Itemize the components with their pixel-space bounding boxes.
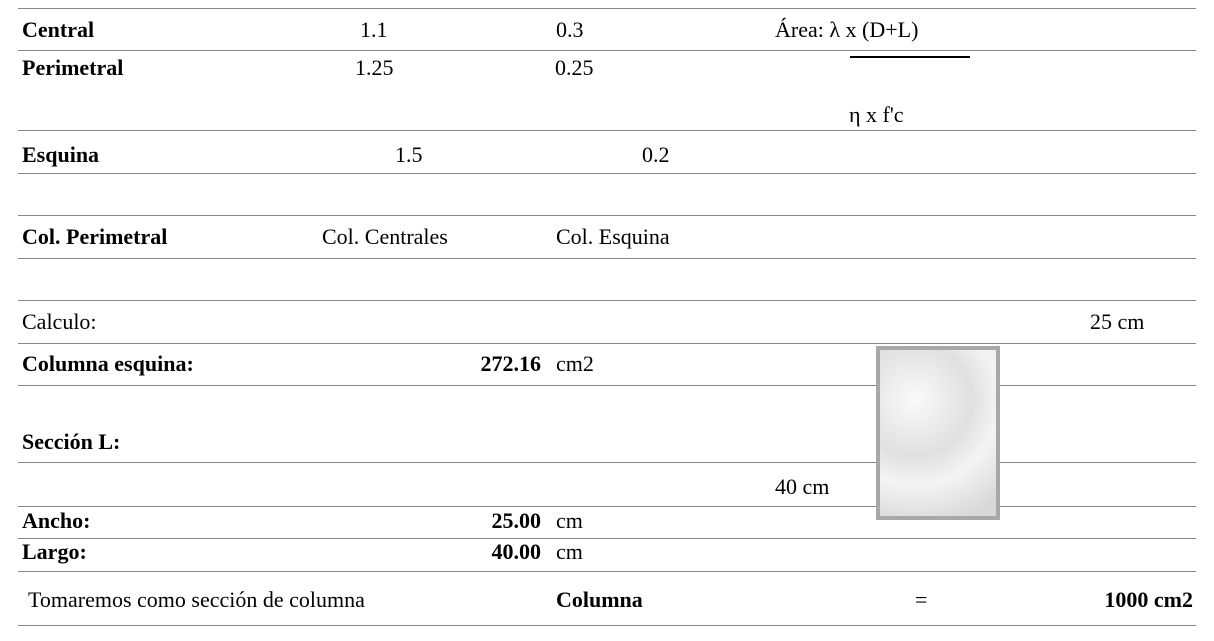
- cell: Col. Perimetral: [22, 224, 167, 250]
- cell: Esquina: [22, 142, 99, 168]
- cell: 0.3: [556, 17, 584, 43]
- cell: 1.25: [355, 55, 394, 81]
- cell: Perimetral: [22, 55, 123, 81]
- cell: cm2: [556, 351, 594, 377]
- row-line: [18, 173, 1196, 174]
- row-line: [18, 50, 1196, 51]
- cell: 1000 cm2: [1104, 587, 1193, 613]
- cell: Tomaremos como sección de columna: [28, 587, 365, 613]
- cell: η x f'c: [849, 102, 904, 128]
- cell: Área: λ x (D+L): [775, 17, 918, 43]
- cell: 40 cm: [775, 474, 829, 500]
- cell: cm: [556, 539, 583, 565]
- cell: =: [915, 587, 927, 613]
- cell: Columna: [556, 587, 643, 613]
- cell: 1.1: [360, 17, 388, 43]
- cell: Central: [22, 17, 94, 43]
- row-line: [18, 462, 1196, 463]
- cell: Largo:: [22, 539, 87, 565]
- row-line: [18, 215, 1196, 216]
- row-line: [18, 343, 1196, 344]
- row-line: [18, 385, 1196, 386]
- cell: Sección L:: [22, 429, 120, 455]
- cell: cm: [556, 508, 583, 534]
- cell: Ancho:: [22, 508, 90, 534]
- cell: Col. Centrales: [322, 224, 448, 250]
- cell: Col. Esquina: [556, 224, 670, 250]
- cell: 1.5: [395, 142, 423, 168]
- row-line: [18, 130, 1196, 131]
- row-line: [18, 571, 1196, 572]
- cell: Columna esquina:: [22, 351, 194, 377]
- cell: Calculo:: [22, 309, 97, 335]
- cell: 0.25: [555, 55, 594, 81]
- sheet: Central 1.1 0.3 Área: λ x (D+L) Perimetr…: [0, 0, 1214, 641]
- row-line: [18, 300, 1196, 301]
- column-image: [876, 346, 1000, 520]
- row-line: [18, 538, 1196, 539]
- cell: 272.16: [481, 351, 542, 377]
- row-line: [18, 506, 1196, 507]
- row-line: [18, 8, 1196, 9]
- row-line: [18, 258, 1196, 259]
- cell: 25.00: [492, 508, 542, 534]
- cell: 0.2: [642, 142, 670, 168]
- fraction-line: [850, 56, 970, 58]
- row-line: [18, 625, 1196, 626]
- cell: 25 cm: [1090, 309, 1144, 335]
- cell: 40.00: [492, 539, 542, 565]
